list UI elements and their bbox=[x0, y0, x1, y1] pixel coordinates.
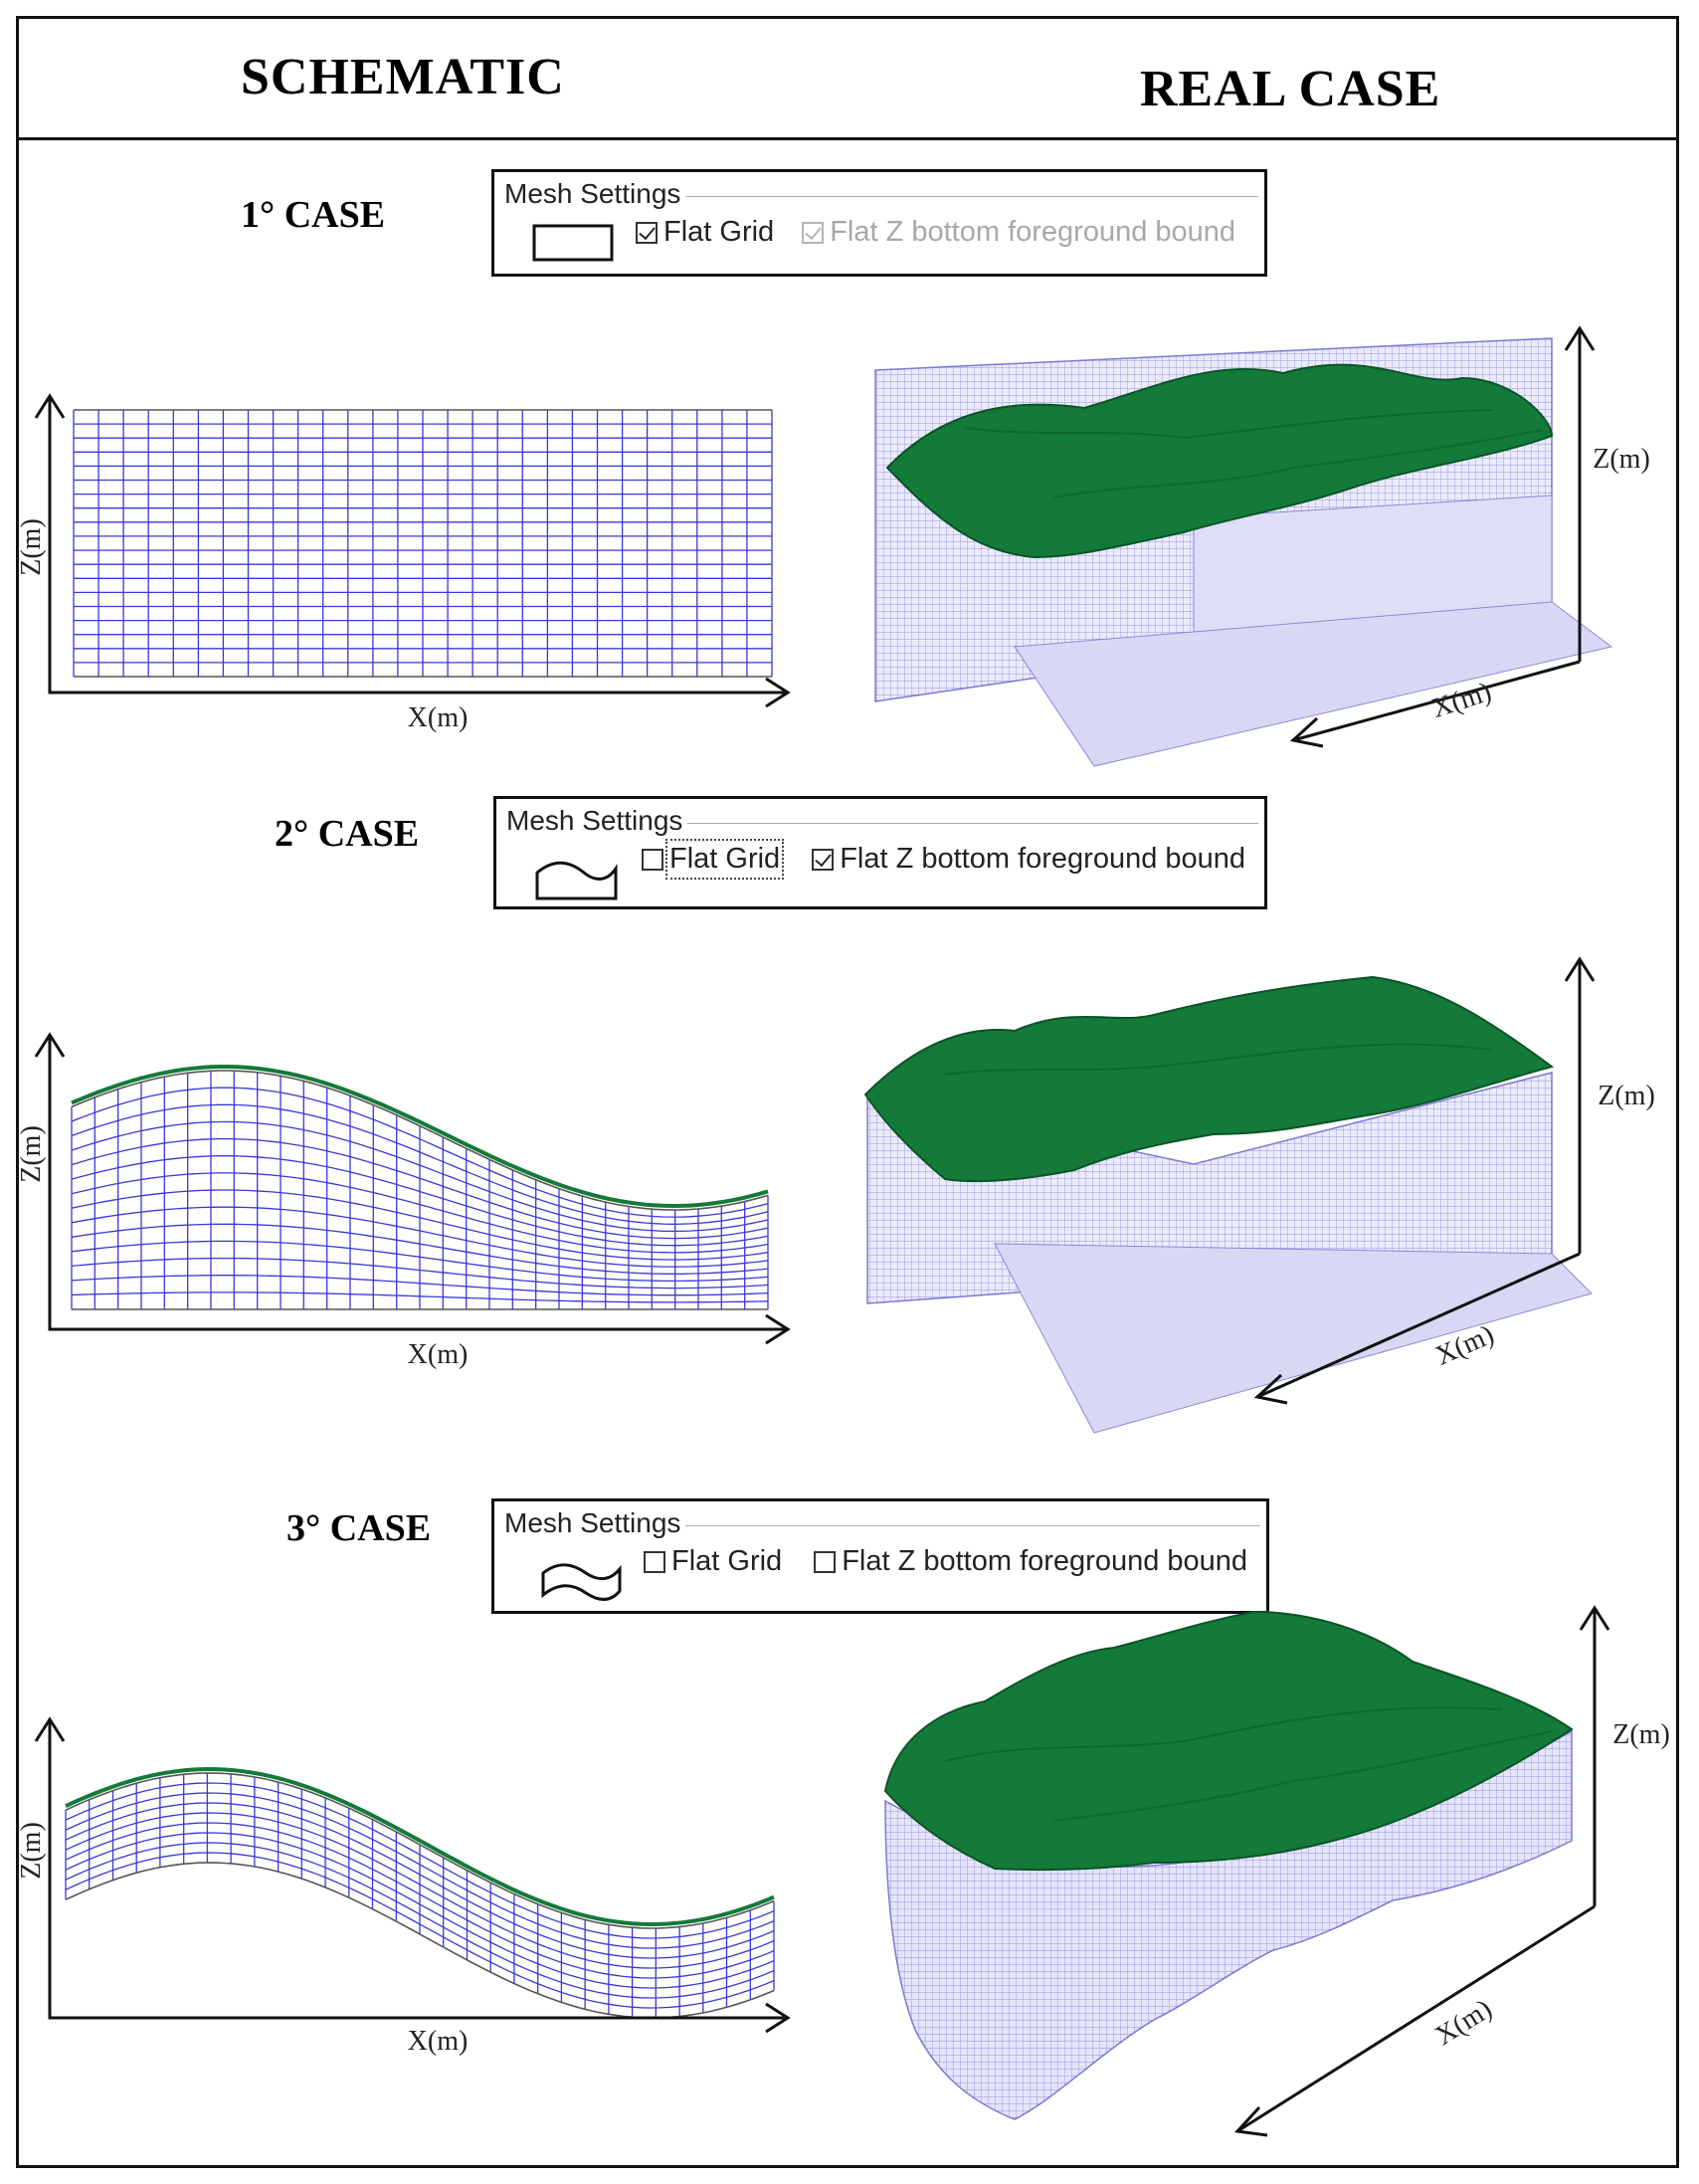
z-axis-label: Z(m) bbox=[1598, 1081, 1655, 1111]
flat-grid-checkbox[interactable] bbox=[636, 221, 658, 244]
terrain-surface-line bbox=[65, 1766, 775, 1927]
z-axis-label: Z(m) bbox=[16, 1822, 47, 1880]
mesh-line bbox=[71, 1257, 769, 1290]
flat-grid-checkbox[interactable] bbox=[642, 848, 663, 871]
flat-z-bottom-label: Flat Z bottom foreground bound bbox=[840, 843, 1246, 875]
case-1-schematic: X(m) Z(m) bbox=[16, 393, 791, 733]
x-axis-label: X(m) bbox=[408, 702, 469, 733]
flat-z-bottom-checkbox[interactable] bbox=[812, 848, 835, 871]
legend-rule bbox=[687, 823, 1258, 824]
mesh-line bbox=[71, 1275, 769, 1296]
mesh-settings-legend: Mesh Settings bbox=[504, 1507, 681, 1538]
flat-grid-option[interactable]: Flat Grid bbox=[636, 216, 774, 249]
mesh-settings-legend: Mesh Settings bbox=[506, 805, 683, 836]
case-1-schematic-grid bbox=[73, 409, 773, 678]
header-divider bbox=[16, 137, 1679, 140]
wavy-top-flat-bottom-icon bbox=[535, 861, 618, 900]
case-1-title: 1° CASE bbox=[241, 194, 386, 236]
flat-z-bottom-checkbox[interactable] bbox=[814, 1550, 837, 1573]
case-2-real-mesh-3d: Z(m) X(m) bbox=[863, 956, 1655, 1434]
legend-rule bbox=[685, 196, 1258, 197]
flat-z-bottom-option[interactable]: Flat Z bottom foreground bound bbox=[812, 843, 1245, 876]
schematic-header: SCHEMATIC bbox=[241, 49, 565, 105]
flat-grid-checkbox[interactable] bbox=[644, 1550, 665, 1573]
mesh-line bbox=[71, 1087, 769, 1218]
mesh-line bbox=[65, 1842, 775, 1999]
flat-rectangle-icon bbox=[532, 224, 614, 262]
mesh-line bbox=[71, 1240, 769, 1283]
mesh-line bbox=[71, 1120, 769, 1233]
case-1-real-mesh-3d: Z(m) X(m) bbox=[874, 325, 1650, 767]
flat-grid-option[interactable]: Flat Grid bbox=[642, 839, 785, 880]
mesh-line bbox=[71, 1155, 769, 1247]
flat-z-bottom-checkbox bbox=[802, 221, 825, 244]
x-axis-label: X(m) bbox=[408, 2026, 469, 2057]
mesh-line bbox=[65, 1812, 775, 1969]
terrain-surface bbox=[885, 363, 1554, 559]
case-2-schematic-grid bbox=[71, 1070, 769, 1310]
terrain-surface bbox=[863, 975, 1555, 1183]
mesh-line bbox=[65, 1802, 775, 1959]
case-3-schematic-axes bbox=[34, 1716, 791, 2034]
terrain-surface-line bbox=[71, 1065, 769, 1209]
terrain-surface bbox=[883, 1610, 1574, 1872]
case-2-title: 2° CASE bbox=[275, 813, 420, 855]
figure-frame bbox=[16, 16, 1679, 2168]
mesh-line bbox=[71, 1172, 769, 1254]
case-3-mesh-settings-panel: Mesh Settings Flat Grid Flat Z bottom fo… bbox=[491, 1498, 1269, 1614]
case-3-title: 3° CASE bbox=[286, 1507, 432, 1549]
mesh-line bbox=[65, 1772, 775, 1929]
legend-rule bbox=[685, 1525, 1260, 1526]
flat-grid-label: Flat Grid bbox=[663, 216, 775, 248]
wavy-top-wavy-bottom-icon bbox=[541, 1563, 622, 1601]
flat-grid-option[interactable]: Flat Grid bbox=[644, 1545, 782, 1578]
case-2-schematic: X(m) Z(m) bbox=[16, 1032, 791, 1370]
mesh-line bbox=[65, 1782, 775, 1939]
case-2-3d-axes bbox=[1253, 956, 1596, 1405]
flat-z-bottom-label: Flat Z bottom foreground bound bbox=[830, 216, 1236, 248]
z-axis-label: Z(m) bbox=[1612, 1719, 1670, 1750]
z-axis-label: Z(m) bbox=[1593, 444, 1650, 475]
x-axis-label: X(m) bbox=[408, 1339, 469, 1370]
z-axis-label: Z(m) bbox=[16, 518, 47, 576]
case-1-mesh-settings-panel: Mesh Settings Flat Grid Flat Z bottom fo… bbox=[491, 169, 1267, 277]
case-3-schematic-grid bbox=[65, 1772, 775, 2019]
mesh-line bbox=[71, 1070, 769, 1211]
mesh-line bbox=[65, 1792, 775, 1949]
mesh-line bbox=[71, 1103, 769, 1225]
mesh-line bbox=[71, 1189, 769, 1261]
mesh-line bbox=[65, 1822, 775, 1979]
flat-z-bottom-option[interactable]: Flat Z bottom foreground bound bbox=[814, 1545, 1247, 1578]
case-3-3d-axes bbox=[1233, 1605, 1610, 2137]
mesh-line bbox=[71, 1137, 769, 1240]
mesh-line bbox=[71, 1223, 769, 1275]
mesh-line bbox=[65, 1852, 775, 2009]
case-1-3d-axes bbox=[1289, 325, 1596, 748]
case-2-mesh-settings-panel: Mesh Settings Flat Grid Flat Z bottom fo… bbox=[493, 796, 1267, 909]
mesh-line bbox=[71, 1291, 769, 1303]
flat-grid-label: Flat Grid bbox=[664, 839, 785, 880]
case-3-real-mesh-3d: Z(m) X(m) bbox=[883, 1605, 1670, 2137]
real-case-header: REAL CASE bbox=[1140, 61, 1441, 117]
mesh-line bbox=[65, 1832, 775, 1989]
mesh-settings-legend: Mesh Settings bbox=[504, 178, 681, 209]
flat-z-bottom-label: Flat Z bottom foreground bound bbox=[842, 1545, 1248, 1577]
mesh-line bbox=[71, 1206, 769, 1268]
case-2-schematic-axes bbox=[34, 1032, 791, 1345]
case-3-schematic: X(m) Z(m) bbox=[16, 1716, 791, 2057]
flat-grid-label: Flat Grid bbox=[671, 1545, 783, 1577]
z-axis-label: Z(m) bbox=[16, 1125, 47, 1183]
flat-z-bottom-option: Flat Z bottom foreground bound bbox=[802, 216, 1235, 249]
case-1-schematic-axes bbox=[34, 393, 791, 708]
